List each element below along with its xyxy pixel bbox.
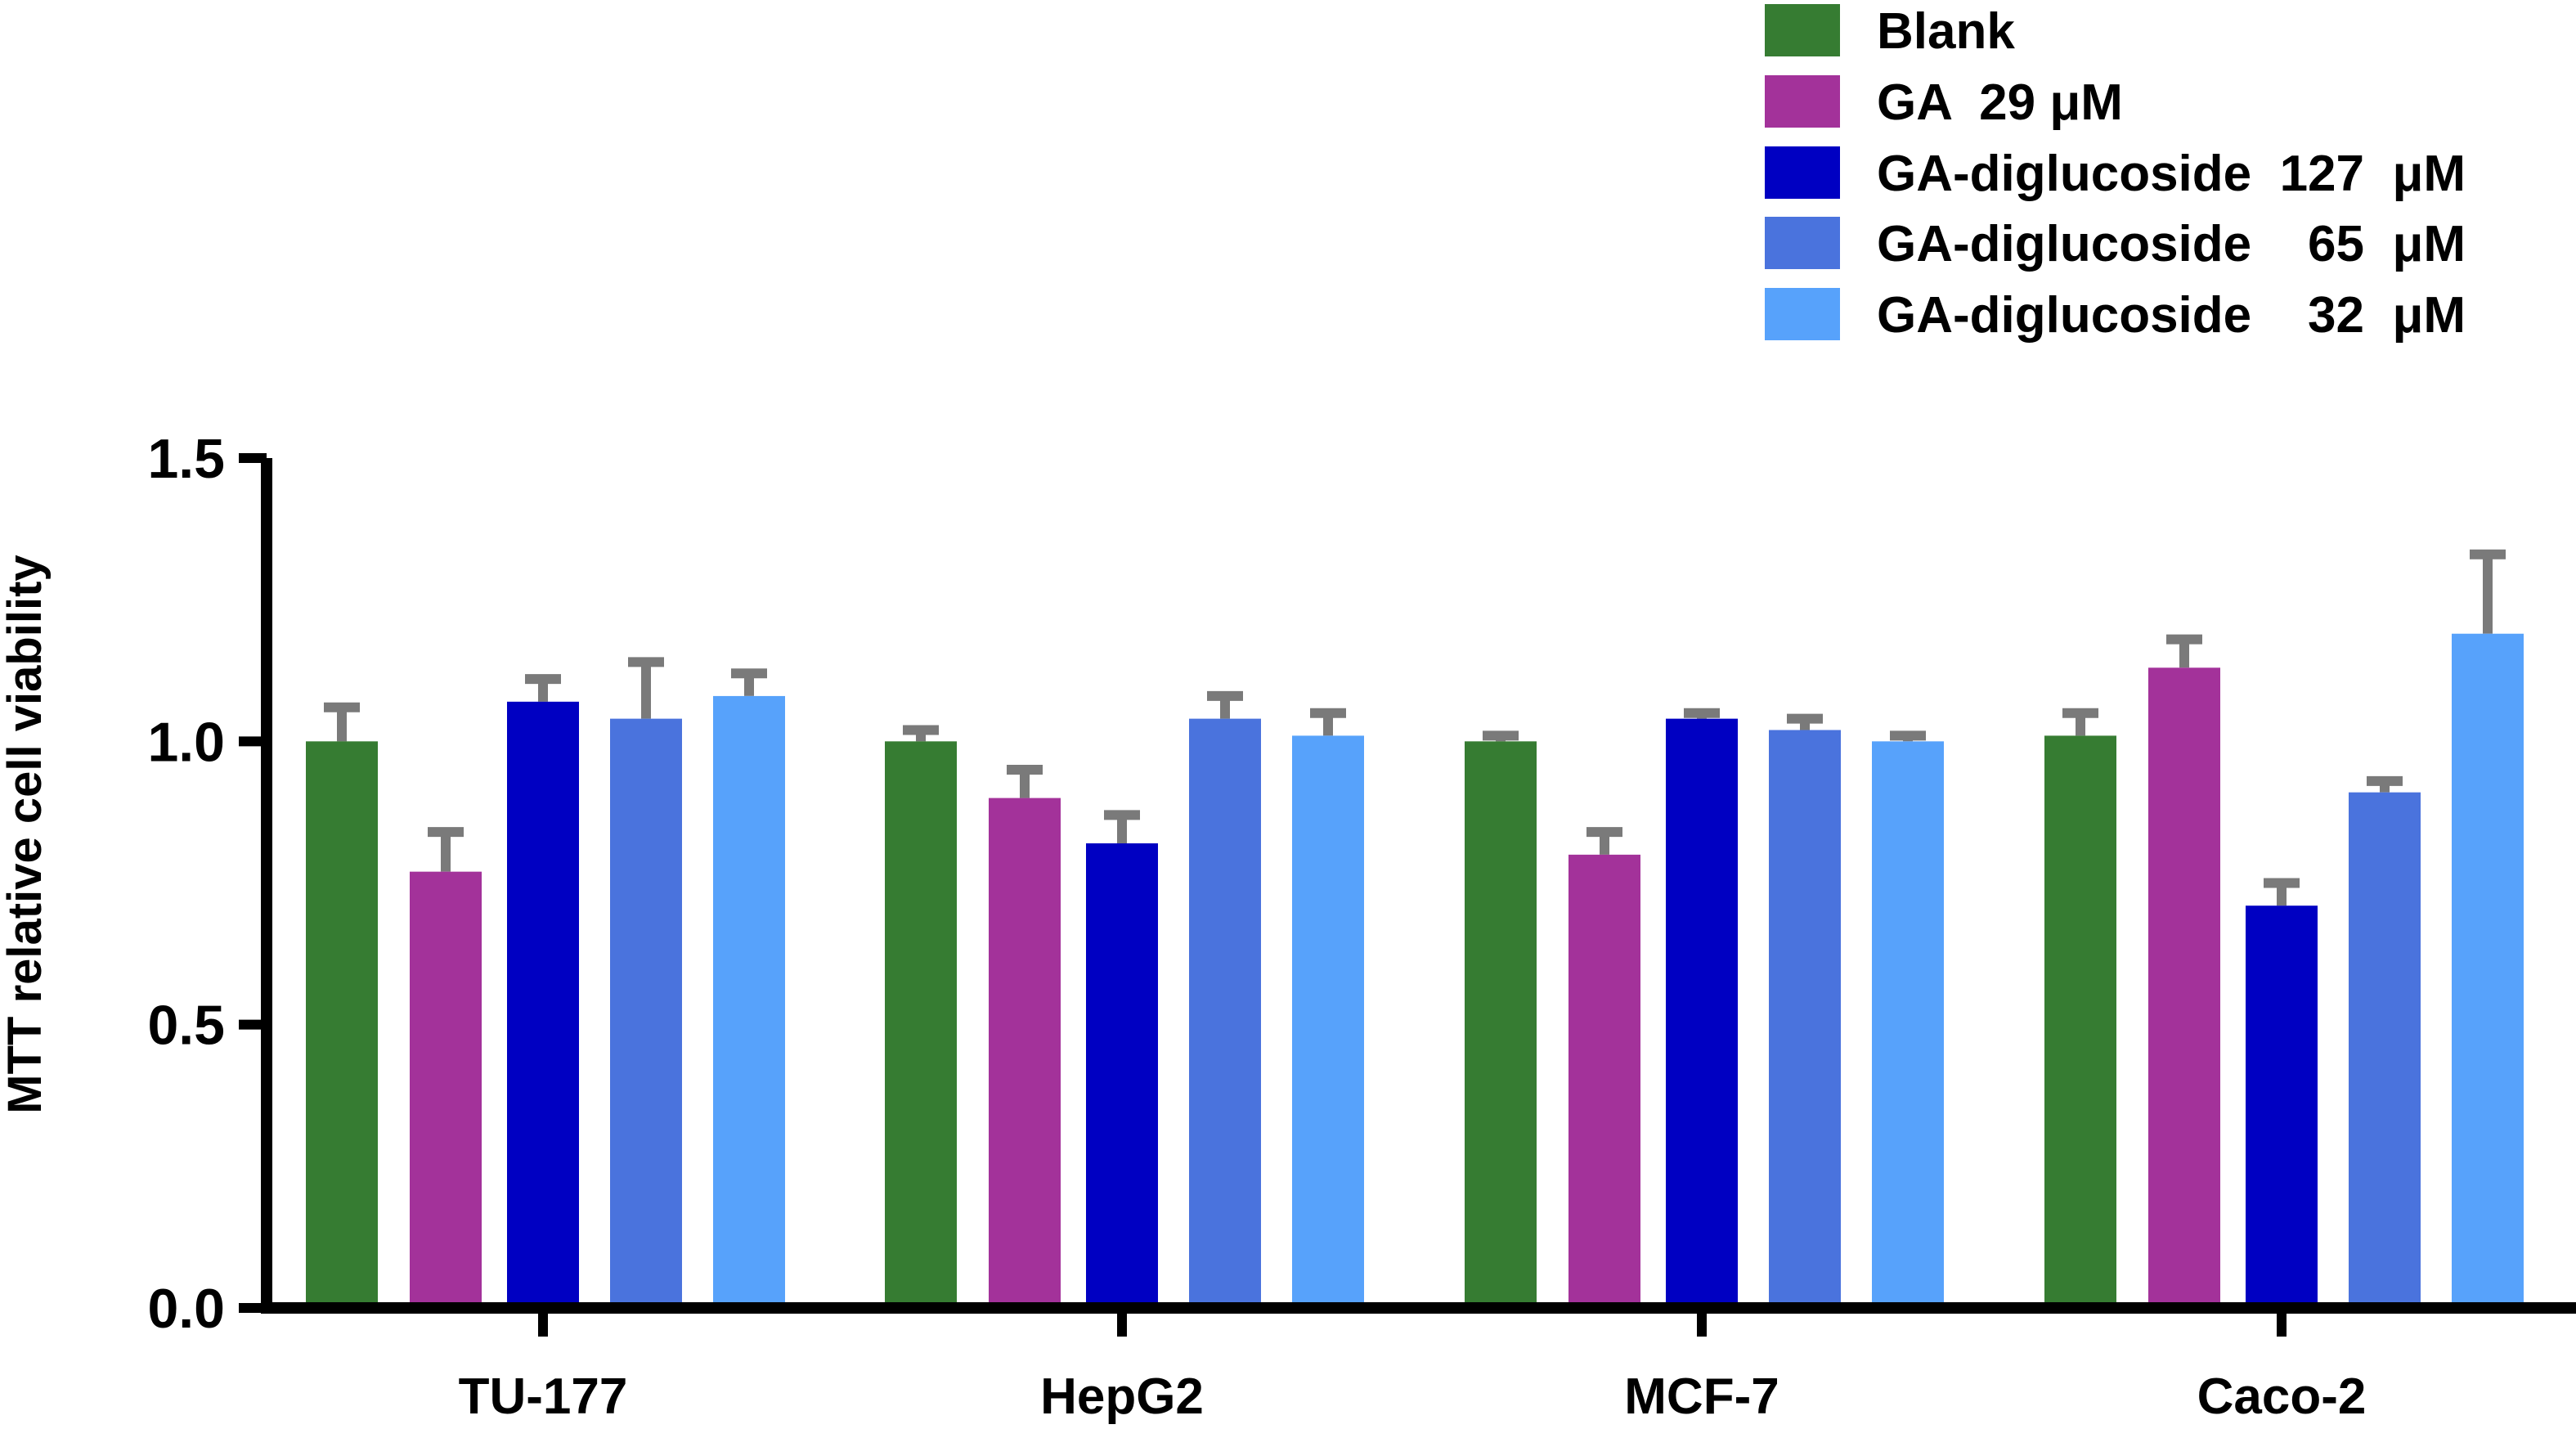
error-bar — [1586, 827, 1622, 855]
legend-label: GA 29 μM — [1877, 74, 2123, 131]
error-bar — [1207, 690, 1243, 719]
bars — [306, 633, 2524, 1308]
error-bar — [1104, 810, 1140, 844]
error-bar — [1007, 764, 1043, 798]
legend-item: Blank — [1765, 3, 2015, 60]
legend-item: GA-diglucoside 65 μM — [1765, 216, 2466, 272]
y-tick-label: 1.0 — [147, 711, 225, 773]
error-bar — [1787, 713, 1823, 730]
bar — [1465, 741, 1537, 1308]
error-bar — [2470, 549, 2506, 634]
x-category-label: MCF-7 — [1624, 1368, 1779, 1425]
legend-swatch — [1765, 146, 1840, 199]
legend: Blank GA 29 μM GA-diglucoside 127 μM GA-dig… — [1765, 3, 2466, 344]
error-bar — [428, 827, 464, 872]
y-tick-label: 0.5 — [147, 995, 225, 1057]
legend-label: GA-diglucoside 127 μM — [1877, 146, 2466, 202]
error-bar — [1890, 730, 1926, 742]
error-bar — [2367, 775, 2403, 793]
legend-label: GA-diglucoside 32 μM — [1877, 287, 2466, 344]
y-tick-label: 0.0 — [147, 1278, 225, 1340]
bar — [1872, 741, 1944, 1308]
y-axis-label: MTT relative cell viability — [0, 555, 52, 1113]
bar — [410, 871, 482, 1308]
x-category-label: Caco-2 — [2197, 1368, 2367, 1425]
bar — [306, 741, 378, 1308]
y-tick-label: 1.5 — [147, 428, 225, 490]
bar — [2452, 633, 2524, 1308]
bar — [885, 741, 957, 1308]
bar — [713, 695, 785, 1308]
legend-label: Blank — [1877, 3, 2015, 60]
legend-swatch — [1765, 288, 1840, 340]
error-bar — [1310, 708, 1346, 736]
bar — [1086, 843, 1158, 1308]
legend-item: GA-diglucoside 127 μM — [1765, 146, 2466, 202]
legend-swatch — [1765, 75, 1840, 128]
error-bar — [2166, 634, 2202, 668]
legend-swatch — [1765, 4, 1840, 56]
legend-item: GA-diglucoside 32 μM — [1765, 287, 2466, 344]
error-bars — [324, 549, 2506, 906]
error-bar — [1684, 708, 1720, 719]
bar — [1769, 730, 1841, 1308]
bar — [2246, 905, 2318, 1308]
x-axis-categories: TU-177 HepG2 MCF-7 Caco-2 — [459, 1308, 2367, 1425]
error-bar — [731, 668, 767, 696]
y-axis-ticks: 0.0 0.5 1.0 1.5 — [147, 428, 267, 1340]
bar — [2349, 792, 2421, 1308]
legend-label: GA-diglucoside 65 μM — [1877, 216, 2466, 272]
bar — [2148, 667, 2220, 1308]
bar — [610, 718, 682, 1308]
error-bar — [1483, 730, 1519, 742]
bar — [1292, 735, 1364, 1308]
error-bar — [525, 674, 561, 702]
bar — [989, 798, 1061, 1308]
bar — [1189, 718, 1261, 1308]
error-bar — [628, 657, 664, 719]
bar — [2044, 735, 2116, 1308]
bar — [1568, 854, 1640, 1308]
error-bar — [2062, 708, 2098, 736]
bar — [507, 701, 579, 1308]
error-bar — [2264, 878, 2300, 906]
error-bar — [324, 702, 360, 742]
error-bar — [903, 725, 939, 742]
bar — [1666, 718, 1738, 1308]
x-category-label: TU-177 — [459, 1368, 628, 1425]
legend-item: GA 29 μM — [1765, 74, 2123, 131]
legend-swatch — [1765, 217, 1840, 269]
x-category-label: HepG2 — [1040, 1368, 1204, 1425]
